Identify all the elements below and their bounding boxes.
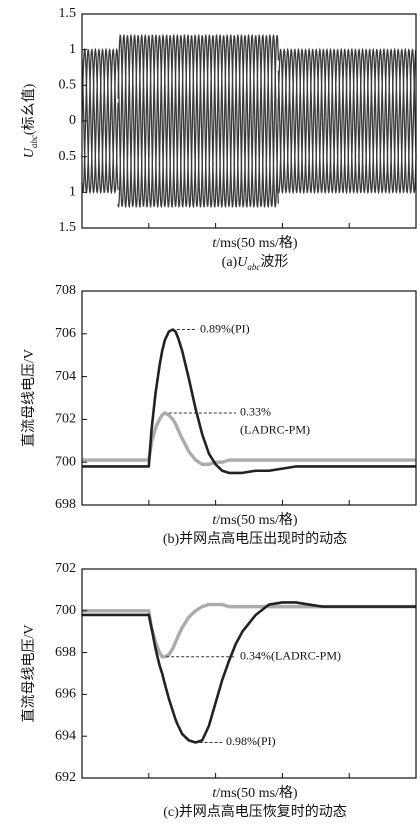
y-tick-label: 700 <box>55 454 76 469</box>
x-axis-label-part: /ms(50 ms/格) <box>216 512 298 528</box>
phase-wave <box>117 33 280 209</box>
y-tick-label: 694 <box>55 728 76 743</box>
phase-wave <box>117 33 280 209</box>
x-axis-label-part: /ms(50 ms/格) <box>216 785 298 801</box>
y-tick-label: 1.5 <box>59 220 77 235</box>
y-tick-label: 708 <box>55 283 76 298</box>
panel-caption: (c)并网点高电压恢复时的动态 <box>163 803 347 820</box>
y-tick-label: 698 <box>55 645 76 660</box>
x-axis-label: t/ms(50 ms/格) <box>212 785 298 801</box>
panel-caption: (a)Uabc波形 <box>222 254 289 272</box>
x-axis-label: t/ms(50 ms/格) <box>212 235 298 251</box>
y-axis-label: Uabc(标幺值) <box>21 83 39 158</box>
annotation: 0.89%(PI) <box>200 321 250 335</box>
x-axis-label-part: t <box>212 513 217 528</box>
y-tick-label: 1 <box>69 42 76 57</box>
plot-frame <box>81 568 417 779</box>
annotation: 0.34%(LADRC-PM) <box>240 649 341 663</box>
panel-caption-part: (b)并网点高电压出现时的动态 <box>163 530 347 547</box>
plot-frame <box>81 290 417 506</box>
y-tick-label: 702 <box>55 561 76 576</box>
y-axis-label-part: (标幺值) <box>21 83 37 135</box>
y-axis-label-part: abc <box>29 135 39 148</box>
series-line <box>82 411 416 467</box>
y-axis-label: 直流母线电压/V <box>20 625 37 723</box>
x-axis-label-part: t <box>212 786 217 801</box>
annotation: 0.98%(PI) <box>226 734 276 748</box>
y-tick-label: 0.5 <box>59 149 77 164</box>
y-tick-label: 698 <box>55 497 76 512</box>
panel-caption-part: U <box>237 255 248 270</box>
y-axis-label: 直流母线电压/V <box>20 349 37 447</box>
phase-wave <box>117 35 280 207</box>
y-tick-label: 704 <box>55 369 76 384</box>
annotation: 0.33% <box>240 405 271 419</box>
y-tick-label: 0 <box>69 113 76 128</box>
y-tick-label: 1 <box>69 185 76 200</box>
phase-wave <box>81 48 119 194</box>
x-axis-label: t/ms(50 ms/格) <box>212 512 298 528</box>
series-line <box>82 601 416 744</box>
y-tick-label: 700 <box>55 603 76 618</box>
annotation: (LADRC-PM) <box>240 423 310 437</box>
y-axis-label-part: 直流母线电压/V <box>20 625 37 723</box>
y-axis-label-part: 直流母线电压/V <box>20 349 37 447</box>
y-tick-label: 696 <box>55 687 76 702</box>
x-axis-label-part: t <box>212 236 217 251</box>
y-tick-label: 1.5 <box>59 6 77 21</box>
x-axis-label-part: /ms(50 ms/格) <box>216 235 298 251</box>
y-tick-label: 0.5 <box>59 78 77 93</box>
panel-caption: (b)并网点高电压出现时的动态 <box>163 530 347 547</box>
panel-caption-part: abc <box>247 262 260 272</box>
series-line <box>82 328 416 475</box>
y-axis-label-part: U <box>22 147 37 158</box>
phase-wave <box>277 48 417 194</box>
phase-wave <box>277 48 417 194</box>
y-tick-label: 692 <box>55 770 76 785</box>
y-tick-label: 702 <box>55 412 76 427</box>
y-tick-label: 706 <box>55 326 76 341</box>
panel-caption-part: 波形 <box>260 254 288 270</box>
panel-caption-part: (a) <box>222 255 238 270</box>
panel-caption-part: (c)并网点高电压恢复时的动态 <box>163 803 347 820</box>
phase-wave <box>81 48 119 194</box>
